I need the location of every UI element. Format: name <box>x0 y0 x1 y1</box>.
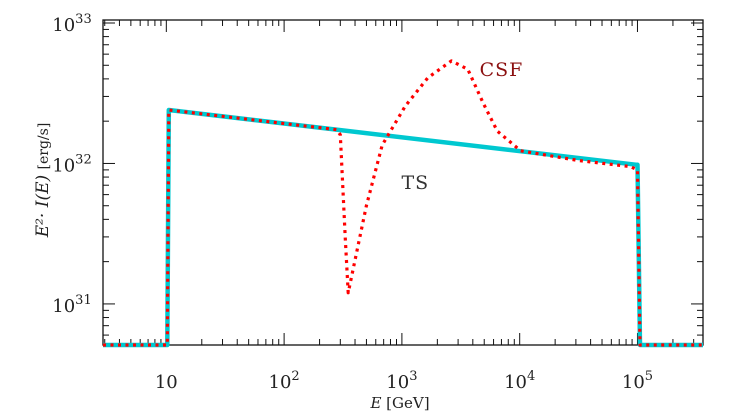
y-axis-label: E²· I(E) [erg/s] <box>33 123 53 239</box>
y-tick-label: 1031 <box>52 293 91 317</box>
series-label-ts: TS <box>401 172 429 194</box>
x-tick-label: 105 <box>622 369 653 393</box>
plot-frame <box>102 19 704 346</box>
y-tick-label: 1033 <box>52 12 91 36</box>
x-tick-label: 102 <box>269 369 300 393</box>
x-tick-label: 10 <box>155 372 178 393</box>
x-tick-label: 104 <box>504 369 535 393</box>
x-axis-label: E [GeV] <box>369 394 429 412</box>
y-tick-label: 1032 <box>52 152 91 176</box>
series-line-ts <box>103 107 703 348</box>
series-line-csf <box>103 59 703 347</box>
series-label-csf: CSF <box>480 59 524 81</box>
x-tick-label: 103 <box>386 369 417 393</box>
